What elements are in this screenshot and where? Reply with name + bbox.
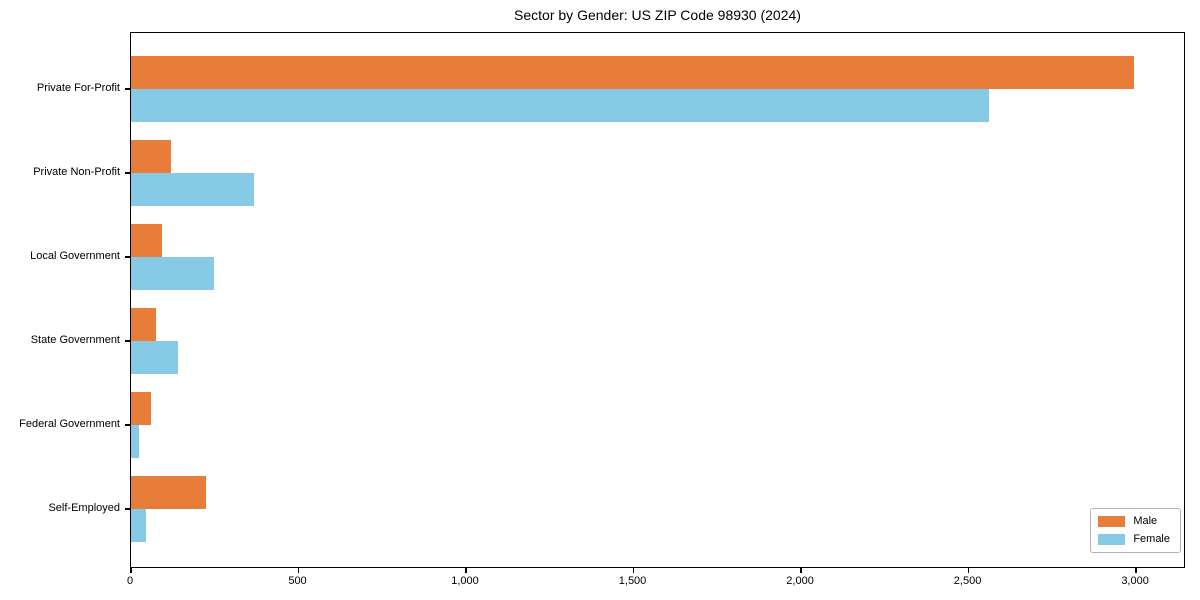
x-axis-tick [297, 568, 299, 573]
y-axis-tick [125, 172, 130, 174]
bar-male [131, 224, 162, 257]
bar-female [131, 89, 989, 122]
x-axis-tick [130, 568, 132, 573]
bar-female [131, 425, 140, 458]
y-axis-label: Private For-Profit [36, 82, 120, 94]
bar-group [131, 476, 1184, 542]
bar-male [131, 56, 1135, 89]
bar-male [131, 476, 207, 509]
bar-female [131, 257, 215, 290]
chart-title: Sector by Gender: US ZIP Code 98930 (202… [514, 7, 801, 23]
x-axis-tick [632, 568, 635, 573]
bar-group [131, 224, 1184, 290]
legend-swatch-male [1098, 516, 1126, 527]
y-axis-tick [125, 256, 130, 258]
y-axis-tick [125, 340, 130, 342]
y-axis-label: Local Government [30, 250, 120, 262]
x-axis-tick-label: 2,500 [953, 575, 982, 587]
x-axis-tick [967, 568, 970, 573]
y-axis-label: Self-Employed [48, 502, 120, 514]
bar-female [131, 341, 178, 374]
bar-group [131, 308, 1184, 374]
x-axis-tick [1135, 568, 1137, 573]
y-axis-tick [125, 424, 130, 426]
bar-male [131, 392, 152, 425]
bar-male [131, 140, 172, 173]
y-axis-tick [125, 508, 130, 510]
x-axis-tick [465, 568, 467, 573]
bar-group [131, 392, 1184, 458]
x-axis-tick-label: 500 [288, 575, 307, 587]
y-axis-tick [125, 88, 130, 90]
plot-area [130, 32, 1185, 568]
x-axis-tick-label: 1,000 [451, 575, 479, 587]
bar-male [131, 308, 156, 341]
x-axis-tick-label: 0 [126, 575, 134, 587]
x-axis-tick-label: 1,500 [618, 575, 647, 587]
x-axis-tick [800, 568, 802, 573]
legend-label: Male [1133, 515, 1158, 527]
bar-group [131, 56, 1184, 122]
x-axis-tick-label: 3,000 [1121, 575, 1149, 587]
bar-female [131, 173, 255, 206]
x-axis-tick-label: 2,000 [786, 575, 814, 587]
y-axis-label: Private Non-Profit [33, 166, 120, 178]
legend-item-female: Female [1098, 533, 1170, 546]
bar-female [131, 509, 146, 542]
y-axis-label: Federal Government [19, 418, 120, 430]
legend-label: Female [1133, 533, 1170, 545]
legend-swatch-female [1098, 534, 1126, 545]
y-axis-label: State Government [30, 334, 120, 346]
bar-group [131, 140, 1184, 206]
legend: Male Female [1090, 508, 1181, 553]
legend-item-male: Male [1098, 515, 1170, 528]
